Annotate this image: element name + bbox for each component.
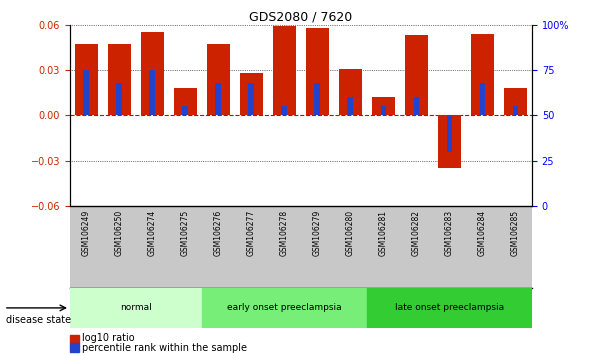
Bar (348, 97, 353, 115)
Bar (381, 106, 387, 115)
Text: GSM106283: GSM106283 (445, 210, 454, 256)
Text: early onset preeclampsia: early onset preeclampsia (227, 303, 342, 313)
Bar (215, 83, 221, 115)
Bar (108, 44, 131, 115)
Bar (314, 83, 320, 115)
Bar (480, 83, 485, 115)
Text: GSM106250: GSM106250 (115, 210, 124, 256)
Text: log10 ratio: log10 ratio (82, 333, 135, 343)
Text: GSM106284: GSM106284 (478, 210, 487, 256)
Bar (70, 288, 202, 328)
Bar (117, 83, 122, 115)
Bar (282, 106, 288, 115)
Text: GSM106279: GSM106279 (313, 210, 322, 256)
Bar (405, 35, 428, 115)
Bar (273, 26, 296, 115)
Bar (141, 32, 164, 115)
Text: GSM106276: GSM106276 (214, 210, 223, 256)
Text: normal: normal (120, 303, 152, 313)
Text: GSM106277: GSM106277 (247, 210, 256, 256)
Bar (372, 97, 395, 115)
Bar (75, 44, 98, 115)
Text: GSM106281: GSM106281 (379, 210, 388, 256)
Bar (471, 34, 494, 115)
Bar (513, 106, 519, 115)
Bar (446, 115, 452, 152)
Text: GSM106274: GSM106274 (148, 210, 157, 256)
Bar (413, 97, 420, 115)
Text: GSM106280: GSM106280 (346, 210, 355, 256)
Text: GSM106249: GSM106249 (82, 210, 91, 256)
Title: GDS2080 / 7620: GDS2080 / 7620 (249, 11, 353, 24)
Bar (150, 70, 156, 115)
Text: GSM106285: GSM106285 (511, 210, 520, 256)
Bar (182, 106, 188, 115)
Bar (207, 44, 230, 115)
Text: late onset preeclampsia: late onset preeclampsia (395, 303, 504, 313)
Bar (438, 115, 461, 168)
Bar (240, 73, 263, 115)
Text: GSM106278: GSM106278 (280, 210, 289, 256)
Bar (339, 69, 362, 115)
Bar (83, 70, 89, 115)
Bar (306, 28, 329, 115)
Text: GSM106282: GSM106282 (412, 210, 421, 256)
Bar (504, 88, 527, 115)
Text: GSM106275: GSM106275 (181, 210, 190, 256)
Bar (174, 88, 197, 115)
Bar (202, 288, 367, 328)
Bar (367, 288, 532, 328)
Bar (249, 83, 254, 115)
Text: percentile rank within the sample: percentile rank within the sample (82, 343, 247, 353)
Text: disease state: disease state (6, 315, 71, 325)
